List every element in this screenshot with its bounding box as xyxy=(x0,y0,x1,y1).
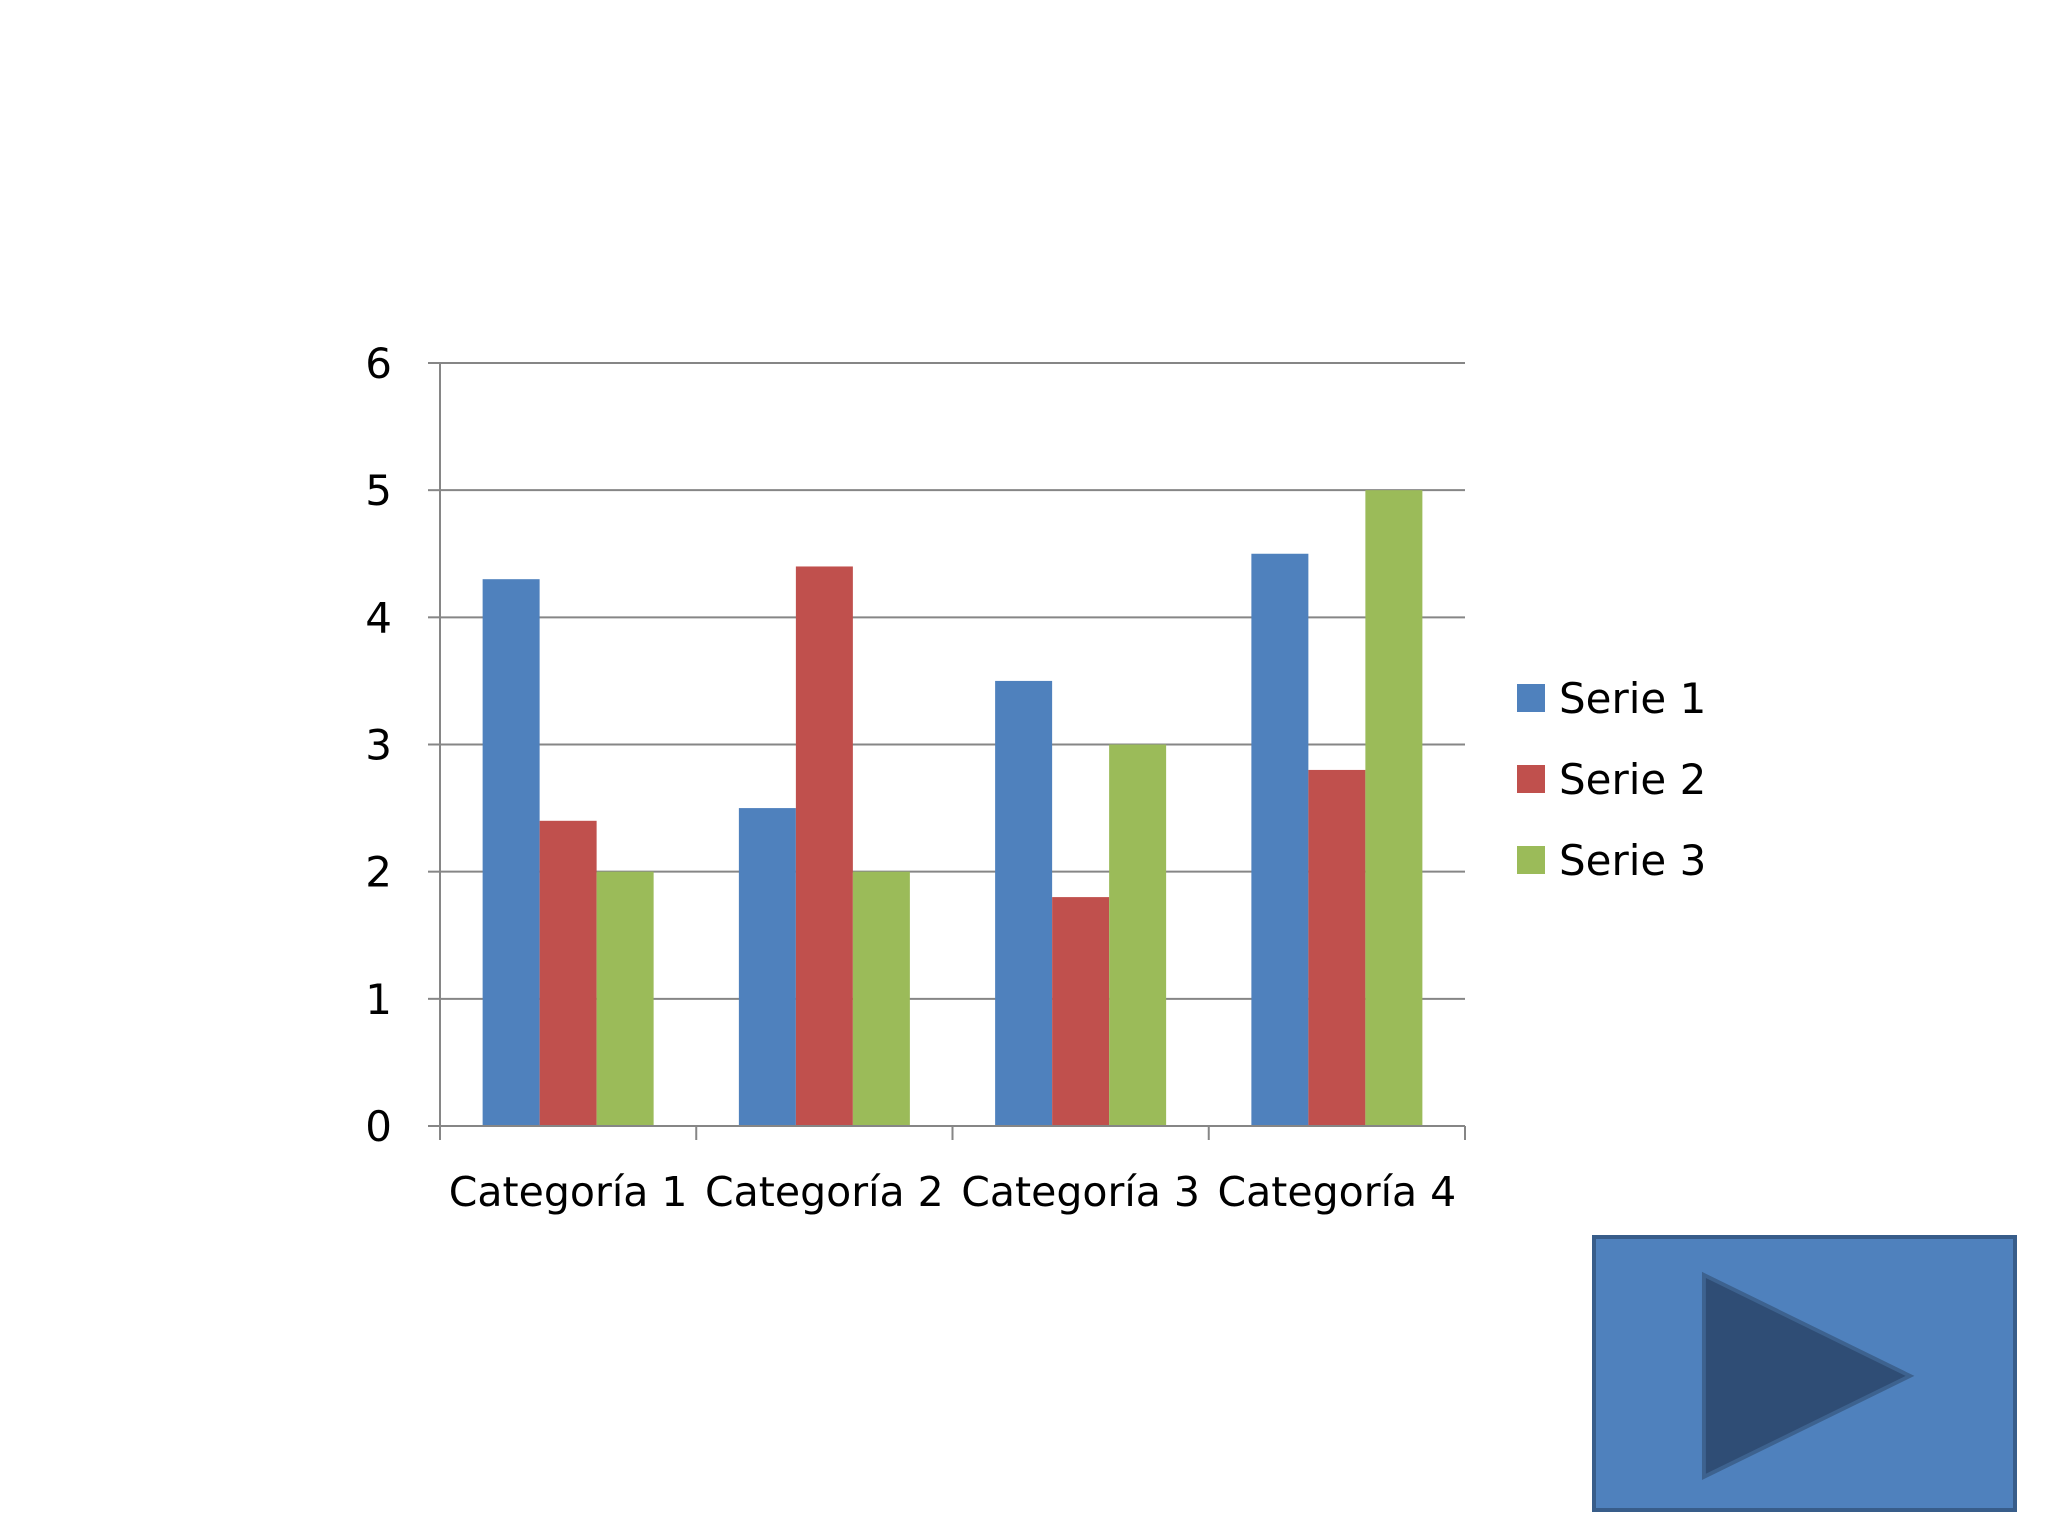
bar-serie-3 xyxy=(1109,744,1167,1126)
bar-serie-1 xyxy=(1251,553,1309,1126)
legend-swatch xyxy=(1517,684,1545,712)
category-label: Categoría 2 xyxy=(705,1168,944,1216)
y-tick-label: 3 xyxy=(365,721,392,770)
y-tick-label: 4 xyxy=(365,593,392,642)
bar-serie-2 xyxy=(539,820,597,1126)
legend-label: Serie 2 xyxy=(1559,755,1706,804)
bar-serie-2 xyxy=(1052,897,1110,1126)
y-tick-label: 1 xyxy=(365,975,392,1024)
legend-label: Serie 1 xyxy=(1559,674,1706,723)
y-tick-labels: 0 1 2 3 4 5 6 xyxy=(365,339,392,1151)
y-tick-label: 0 xyxy=(365,1102,392,1151)
bar-serie-3 xyxy=(1365,490,1423,1127)
next-slide-button[interactable] xyxy=(1592,1235,2017,1512)
bar-serie-3 xyxy=(852,871,910,1126)
bar-serie-2 xyxy=(1308,769,1366,1126)
bar-serie-2 xyxy=(795,566,853,1126)
y-tick-label: 5 xyxy=(365,466,392,515)
legend-swatch xyxy=(1517,765,1545,793)
category-label: Categoría 1 xyxy=(449,1168,688,1216)
play-triangle-icon xyxy=(1596,1239,2013,1508)
category-label: Categoría 4 xyxy=(1218,1168,1457,1216)
axes xyxy=(428,362,1466,1140)
y-tick-label: 6 xyxy=(365,339,392,388)
bar-serie-3 xyxy=(596,871,654,1126)
legend-label: Serie 3 xyxy=(1559,836,1706,885)
legend-swatch xyxy=(1517,846,1545,874)
bar-serie-1 xyxy=(482,579,540,1126)
bar-serie-1 xyxy=(738,808,796,1126)
legend: Serie 1 Serie 2 Serie 3 xyxy=(1517,674,1706,885)
y-tick-label: 2 xyxy=(365,848,392,897)
category-labels: Categoría 1 Categoría 2 Categoría 3 Categor… xyxy=(449,1168,1456,1216)
bar-serie-1 xyxy=(995,680,1053,1126)
bars xyxy=(482,490,1423,1127)
category-label: Categoría 3 xyxy=(961,1168,1200,1216)
